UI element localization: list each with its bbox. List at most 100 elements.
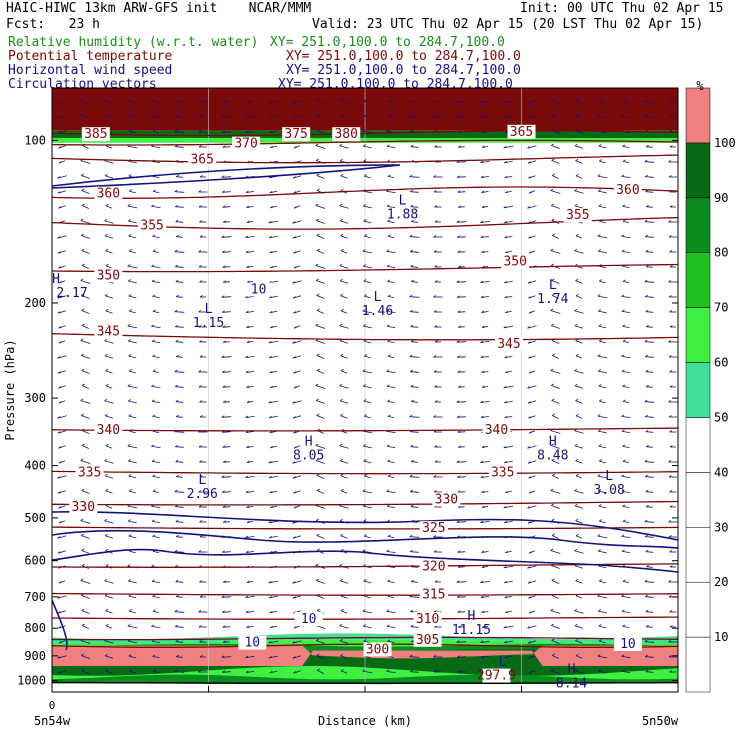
vector-1506 xyxy=(622,506,630,508)
vector-1599 xyxy=(433,535,437,538)
vector-203 xyxy=(527,146,531,149)
vector-1420 xyxy=(245,491,255,493)
vector-818 xyxy=(151,326,161,328)
vector-2011 xyxy=(199,655,203,658)
vector-271 xyxy=(57,176,61,179)
theta-label-11: 350 xyxy=(503,255,526,270)
vector-1333 xyxy=(480,460,484,463)
vector-837 xyxy=(363,324,366,327)
vector-1861 xyxy=(340,608,344,612)
vector-1844 xyxy=(152,611,160,613)
vector-1000 xyxy=(386,371,396,373)
vector-402 xyxy=(339,205,349,209)
vector-1306 xyxy=(175,461,184,463)
vector-493 xyxy=(128,234,132,237)
theta-label-21: 320 xyxy=(422,559,445,574)
vector-163 xyxy=(58,146,62,149)
vector-548 xyxy=(152,251,160,253)
vector-1547 xyxy=(456,520,460,523)
vector-717 xyxy=(221,295,225,298)
vector-766 xyxy=(174,311,185,313)
vector-37 xyxy=(480,100,484,103)
vector-670 xyxy=(316,280,325,284)
vector-1302 xyxy=(128,460,137,464)
theta-label-17: 335 xyxy=(491,465,514,480)
vector-1683 xyxy=(151,564,155,567)
vector-1083 xyxy=(80,398,84,401)
vector-2074 xyxy=(317,670,324,674)
vector-199 xyxy=(481,145,485,148)
vector-394 xyxy=(246,206,254,208)
vector-1338 xyxy=(551,460,560,464)
vector-551 xyxy=(174,249,178,253)
vector-177 xyxy=(222,145,226,148)
vector-1967 xyxy=(316,638,319,641)
vector-1408 xyxy=(105,490,113,494)
vector-848 xyxy=(503,325,514,329)
vector-1537 xyxy=(339,518,343,522)
vector-961 xyxy=(552,353,555,356)
vector-1852 xyxy=(245,611,255,613)
vector-1039 xyxy=(198,385,202,388)
vector-1488 xyxy=(410,506,419,508)
vector-1322 xyxy=(363,460,372,464)
vector-445 xyxy=(199,220,203,223)
vector-1589 xyxy=(316,533,320,536)
vector-771 xyxy=(222,310,225,313)
vector-1991 xyxy=(599,639,602,642)
vector-1223 xyxy=(457,430,461,433)
vector-1130 xyxy=(644,401,655,403)
vector-1451 xyxy=(598,489,601,492)
vector-1870 xyxy=(457,611,466,613)
vector-966 xyxy=(621,356,631,358)
vector-936 xyxy=(269,355,278,359)
vector-1018 xyxy=(598,370,607,374)
vector-1315 xyxy=(268,460,272,464)
vector-1301 xyxy=(104,458,108,462)
vector-1484 xyxy=(363,505,372,509)
extremum-value-3: 1.46 xyxy=(362,304,393,319)
vector-1335 xyxy=(504,460,507,464)
vector-1806 xyxy=(340,595,348,599)
vector-1734 xyxy=(128,580,137,584)
vector-1880 xyxy=(574,610,584,614)
vector-929 xyxy=(176,354,179,358)
vector-553 xyxy=(198,250,202,253)
vector-785 xyxy=(386,309,390,312)
colorbar-label-0: 10 xyxy=(714,630,728,644)
vector-1121 xyxy=(527,401,531,404)
vector-1259 xyxy=(246,445,250,448)
vector-315 xyxy=(575,173,579,177)
vector-1903 xyxy=(198,625,202,628)
vector-387 xyxy=(151,204,155,207)
vector-1989 xyxy=(575,638,579,642)
vector-978 xyxy=(129,370,136,374)
vector-812 xyxy=(82,325,89,329)
vector-1899 xyxy=(151,624,155,627)
vector-1669 xyxy=(621,549,625,552)
vector-8 xyxy=(151,101,161,103)
vector-687 xyxy=(504,280,507,284)
extremum-value-1: 1.15 xyxy=(193,316,224,331)
vector-1440 xyxy=(481,491,489,493)
vector-1779 xyxy=(644,579,648,583)
vector-1144 xyxy=(176,416,183,418)
vector-801 xyxy=(574,308,578,312)
vector-1085 xyxy=(104,398,108,402)
vector-1379 xyxy=(387,474,391,477)
vector-2063 xyxy=(174,669,178,673)
vector-384 xyxy=(127,205,138,209)
vector-397 xyxy=(270,205,273,209)
vector-1797 xyxy=(221,595,225,598)
vector-1623 xyxy=(81,548,85,551)
vector-1622 xyxy=(81,550,90,554)
vector-1098 xyxy=(268,400,279,404)
wind-speed-contours xyxy=(52,164,678,651)
vector-273 xyxy=(81,173,84,176)
vector-602 xyxy=(151,266,161,268)
vector-1854 xyxy=(269,610,278,614)
vector-1841 xyxy=(105,608,109,612)
vector-1621 xyxy=(57,551,61,554)
vector-836 xyxy=(363,325,372,329)
theta-label-4-bg xyxy=(232,136,261,151)
